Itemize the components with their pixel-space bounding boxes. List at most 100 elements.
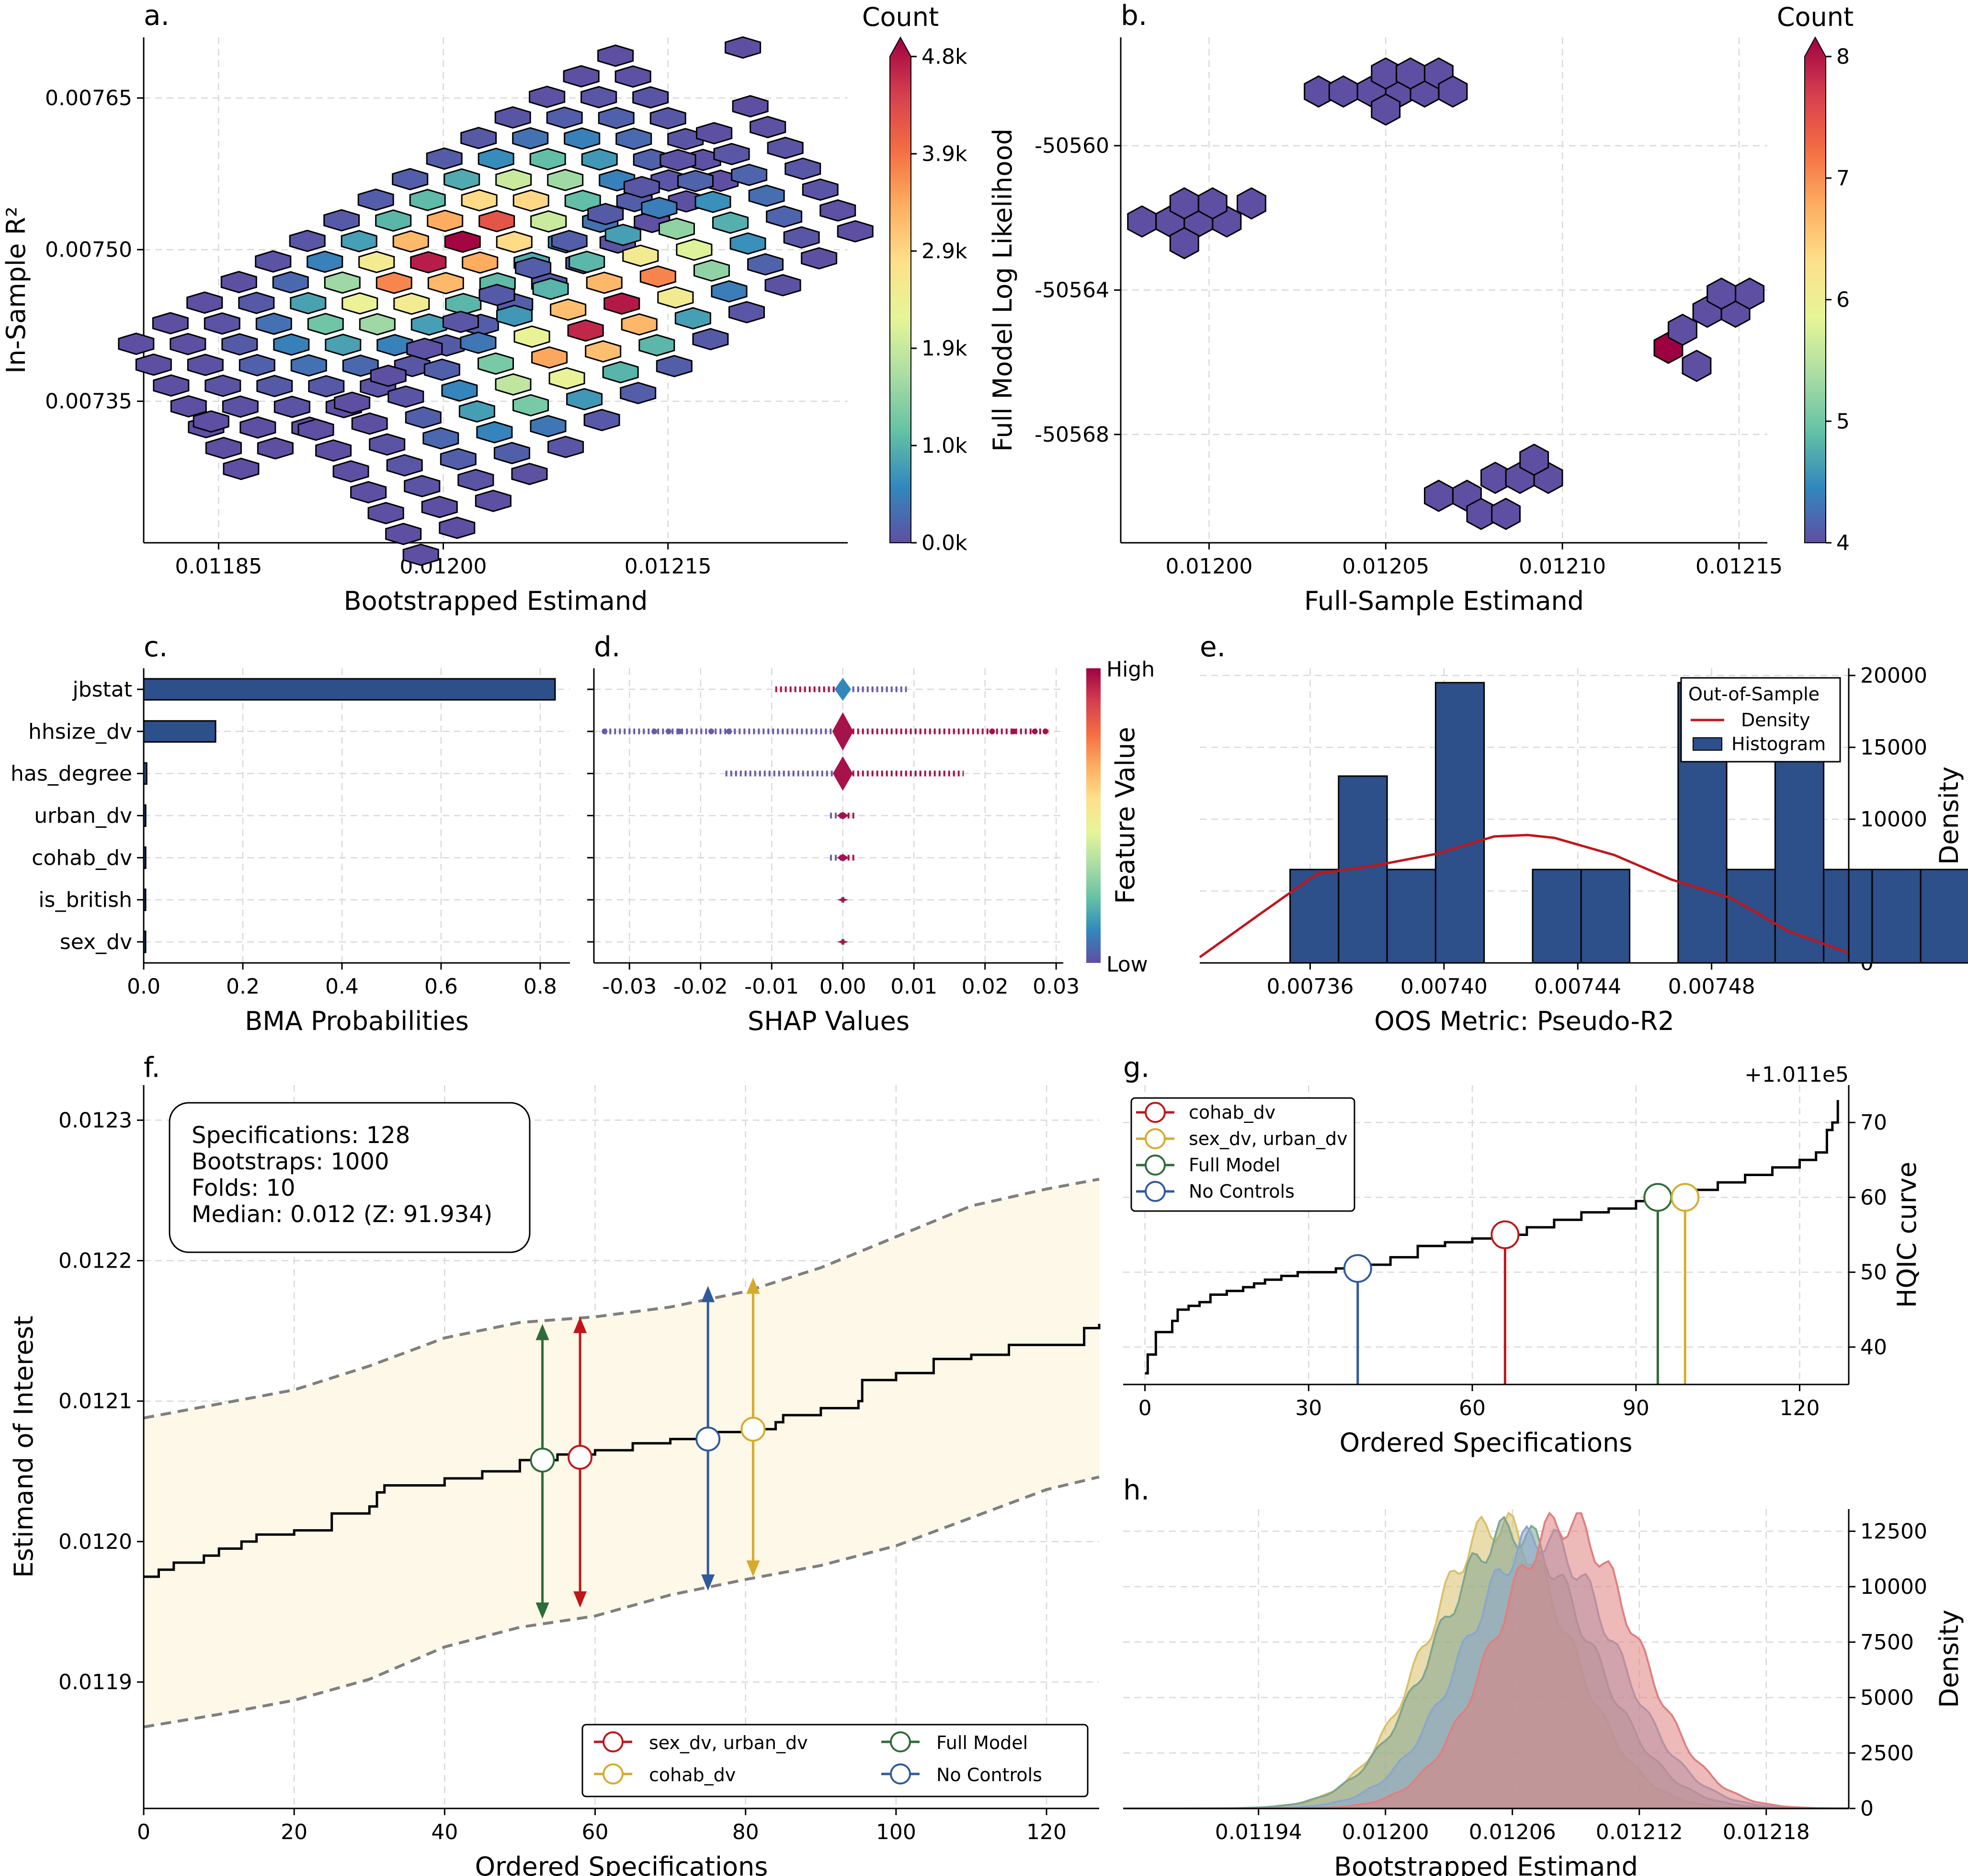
bar — [143, 678, 556, 701]
hex-cell — [170, 395, 207, 418]
hex-cell — [308, 375, 345, 398]
hex-cell — [135, 353, 172, 376]
x-tick-label: 0.01210 — [1519, 554, 1606, 579]
panel-g: 0 30 60 90 120 40 50 60 70 Ordered Specifications… — [1123, 1051, 1922, 1458]
hex-cell — [495, 168, 532, 191]
colorbar-high-label: High — [1106, 657, 1155, 682]
hex-cell — [801, 247, 838, 270]
x-tick-label: 0.01215 — [625, 554, 712, 579]
hex-cell — [511, 462, 548, 485]
hex-cell — [581, 148, 618, 171]
hex-cell — [350, 481, 387, 503]
hex-cell — [1304, 75, 1334, 108]
hex-cell — [693, 259, 730, 282]
y-tick-label: hhsize_dv — [28, 720, 132, 744]
x-axis-title: Ordered Specifications — [475, 1852, 768, 1876]
hex-cell — [641, 196, 678, 219]
hex-cell — [622, 244, 659, 267]
histogram-bar — [1434, 682, 1485, 964]
hex-cell — [677, 170, 714, 193]
x-tick-label: 0.00 — [819, 974, 866, 999]
colorbar-tick-label: 8 — [1836, 45, 1850, 69]
hex-cell — [478, 148, 514, 170]
hex-cell — [273, 395, 310, 418]
hex-cell — [205, 436, 242, 459]
hex-cell — [1127, 205, 1157, 238]
hex-cell — [657, 286, 694, 309]
annotation-specifications: Specifications: 128 — [192, 1122, 410, 1149]
histogram-bar — [1871, 869, 1922, 964]
hex-cell — [193, 410, 229, 433]
shap-point — [726, 728, 732, 734]
hex-cell — [273, 333, 310, 356]
hex-cell — [531, 346, 568, 369]
hex-cell — [409, 189, 446, 211]
bar — [143, 720, 216, 743]
hex-cell — [512, 127, 549, 149]
hex-cell — [515, 257, 552, 279]
legend-label: No Controls — [1189, 1181, 1295, 1202]
hex-cell — [764, 274, 801, 297]
hex-cell — [604, 224, 641, 246]
hex-cell — [496, 230, 533, 253]
panel-label: a. — [144, 0, 170, 32]
hex-cell — [586, 271, 623, 294]
hex-cell — [290, 354, 327, 377]
hex-cell — [441, 379, 478, 402]
hex-cell — [404, 475, 441, 498]
y-axis-title: In-Sample R² — [1, 206, 31, 373]
hex-cell — [323, 209, 360, 232]
hex-cell — [410, 313, 447, 336]
hex-cell — [289, 229, 326, 252]
upper-bound-line — [143, 1178, 1100, 1419]
hex-cell — [239, 416, 276, 439]
hex-cell — [1438, 75, 1468, 108]
y-tick-label: 40 — [1860, 1335, 1887, 1360]
x-tick-label: 0.01194 — [1215, 1820, 1302, 1844]
y-tick-label: 60 — [1860, 1185, 1887, 1210]
hex-cell — [548, 367, 585, 389]
hex-cell — [410, 251, 447, 274]
colorbar-tick-label: 3.9k — [921, 142, 967, 166]
panel-d: -0.03 -0.02 -0.01 0.00 0.01 0.02 0.03 SHAP Valu… — [587, 630, 1155, 1036]
hex-cell — [421, 495, 458, 518]
hex-cell — [587, 203, 624, 226]
hex-cell — [550, 298, 587, 321]
hex-cell — [255, 312, 292, 335]
hex-cell — [1169, 187, 1199, 220]
arrow-down — [573, 1591, 587, 1608]
hex-cell — [564, 127, 601, 150]
legend-swatch-marker — [1145, 1102, 1166, 1123]
hex-cell — [426, 147, 463, 170]
legend-swatch-histogram — [1693, 737, 1722, 751]
hex-cell — [567, 319, 604, 342]
hex-cell — [547, 169, 584, 191]
y-tick-label: 0.00735 — [45, 389, 132, 414]
hex-cell — [220, 271, 257, 294]
y-tick-label: has_degree — [11, 762, 132, 786]
hex-cell — [1371, 93, 1401, 126]
shap-density — [832, 712, 853, 751]
legend-title: Out-of-Sample — [1688, 684, 1820, 705]
hex-cell — [1371, 57, 1401, 90]
shap-point — [665, 728, 671, 734]
x-tick-label: 60 — [582, 1820, 609, 1844]
shap-point — [1032, 728, 1038, 734]
y-tick-label: 0.00765 — [45, 86, 132, 111]
hex-cell — [238, 291, 275, 314]
hex-cell — [1519, 443, 1549, 476]
hex-cell — [405, 406, 442, 429]
spec-marker — [1643, 1183, 1672, 1212]
panel-label: d. — [594, 630, 620, 663]
hex-cell — [529, 148, 566, 171]
y-tick-label: 0 — [1860, 1796, 1874, 1821]
hex-cell — [221, 333, 258, 356]
y-tick-label: -50564 — [1035, 278, 1109, 303]
hex-cell — [711, 280, 748, 303]
hex-cell — [530, 210, 567, 233]
hex-cell — [712, 211, 749, 234]
x-tick-label: -0.02 — [673, 974, 728, 999]
hex-cell — [674, 307, 711, 330]
hex-cell — [118, 332, 155, 355]
hex-cell — [153, 374, 190, 397]
